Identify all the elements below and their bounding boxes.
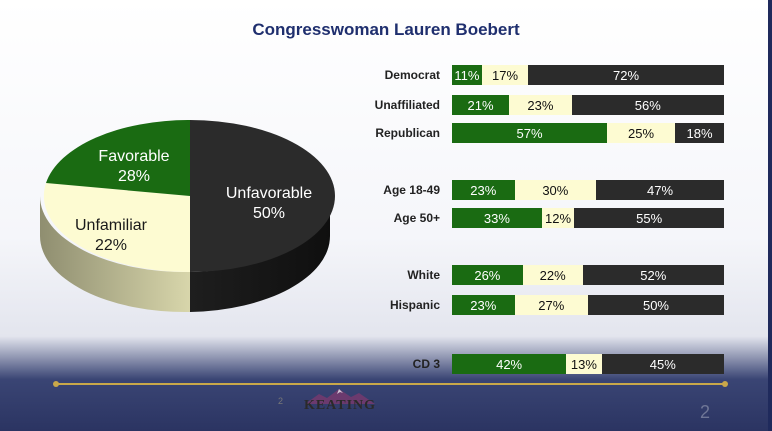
pie-value-unfavorable: 50% — [253, 205, 285, 222]
bar-segment: 22% — [522, 265, 583, 285]
bar-row-label: CD 3 — [412, 357, 440, 371]
pie-label-favorable: Favorable — [98, 148, 169, 165]
pie-value-unfamiliar: 22% — [95, 237, 127, 254]
bar-segment: 45% — [601, 354, 724, 374]
footer-divider-end-left — [53, 381, 59, 387]
bar-row-label: Hispanic — [389, 298, 440, 312]
footer-divider-end-right — [722, 381, 728, 387]
bar-segment: 72% — [528, 65, 724, 85]
bar-segment: 23% — [509, 95, 572, 115]
pie-side-unfavorable — [190, 196, 331, 312]
bar-segment: 13% — [566, 354, 602, 374]
pie-label-unfavorable: Unfavorable — [226, 185, 312, 202]
bar-row-label: Unaffiliated — [374, 98, 440, 112]
logo-text: KEATING — [303, 398, 377, 413]
bar-segment: 47% — [596, 180, 724, 200]
bar-segment: 56% — [571, 95, 724, 115]
bar-segment: 57% — [452, 123, 608, 143]
pie-slice-favorable — [46, 119, 190, 196]
bar-segment: 30% — [514, 180, 597, 200]
bar-segment: 52% — [582, 265, 724, 285]
bar-segment: 33% — [452, 208, 542, 228]
stacked-bar: 21% 23% 56% — [452, 95, 724, 115]
bar-segment: 42% — [452, 354, 567, 374]
bar-segment: 27% — [514, 295, 588, 315]
pie-side-unfamiliar — [39, 196, 190, 313]
stacked-bar: 11% 17% 72% — [452, 65, 724, 85]
bar-segment: 23% — [452, 180, 515, 200]
keating-logo: KEATING — [295, 388, 385, 424]
pie-value-favorable: 28% — [118, 168, 150, 185]
bar-segment: 25% — [607, 123, 676, 143]
pie-slice-unfamiliar — [43, 183, 190, 273]
footer-divider — [55, 383, 727, 385]
stacked-bar: 23% 30% 47% — [452, 180, 724, 200]
stacked-bar: 26% 22% 52% — [452, 265, 724, 285]
pie-label-unfamiliar: Unfamiliar — [75, 217, 148, 234]
bar-segment: 18% — [675, 123, 724, 143]
stacked-bar: 23% 27% 50% — [452, 295, 724, 315]
bar-segment: 12% — [541, 208, 575, 228]
bar-segment: 17% — [481, 65, 529, 85]
bar-row-label: Democrat — [384, 68, 440, 82]
bar-segment: 11% — [452, 65, 482, 85]
bar-row-label: Age 18-49 — [383, 183, 440, 197]
bar-segment: 21% — [452, 95, 510, 115]
bar-segment: 26% — [452, 265, 523, 285]
bar-row-label: White — [407, 268, 440, 282]
stacked-bar: 42% 13% 45% — [452, 354, 724, 374]
pie-chart: Unfavorable 50% Unfamiliar 22% Favorable… — [35, 119, 335, 320]
footer-small-number: 2 — [278, 396, 284, 406]
bar-segment: 55% — [574, 208, 724, 228]
stacked-bar: 57% 25% 18% — [452, 123, 724, 143]
chart-title: Congresswoman Lauren Boebert — [252, 20, 520, 39]
pie-slice-unfavorable — [190, 120, 335, 272]
stacked-bar: 33% 12% 55% — [452, 208, 724, 228]
bar-row-label: Age 50+ — [393, 211, 440, 225]
bar-segment: 23% — [452, 295, 515, 315]
pie-chart-svg: Unfavorable 50% Unfamiliar 22% Favorable… — [39, 119, 335, 313]
mountain-logo-icon — [305, 389, 375, 404]
page-number: 2 — [700, 402, 711, 422]
slide-edge — [768, 0, 772, 431]
bar-row-label: Republican — [375, 126, 440, 140]
bar-segment: 50% — [587, 295, 724, 315]
